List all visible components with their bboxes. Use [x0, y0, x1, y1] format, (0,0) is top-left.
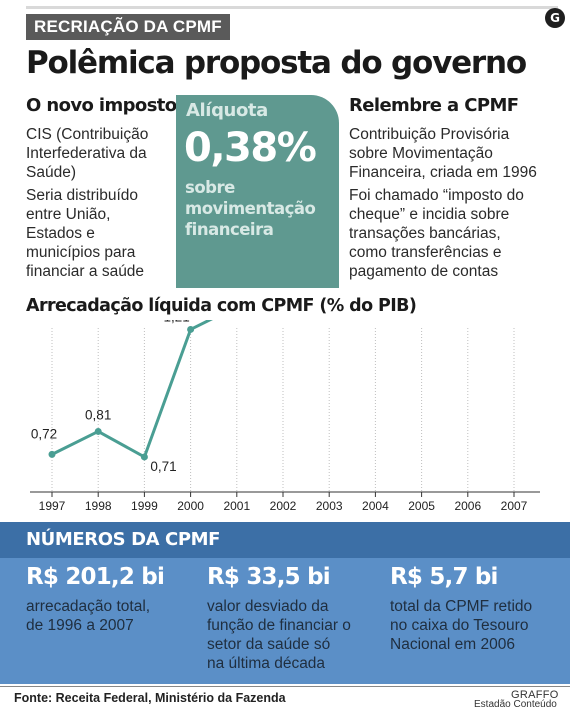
data-label: 0,72	[31, 426, 57, 441]
data-point	[94, 427, 102, 435]
rate-description: sobre movimentação financeira	[185, 177, 335, 240]
text-line: entre União,	[26, 206, 111, 223]
text-line: Seria distribuído	[26, 187, 139, 204]
series-line	[51, 320, 213, 459]
rate-box: Alíquota 0,38% sobre movimentação financ…	[176, 95, 339, 288]
rate-desc-line: financeira	[185, 220, 274, 239]
x-tick-label: 2001	[223, 499, 250, 513]
text-line: Financeira, criada em 1996	[349, 164, 537, 181]
kicker-rule	[26, 6, 558, 9]
text-line: Saúde)	[26, 164, 76, 181]
rate-desc-line: sobre	[185, 178, 235, 197]
rate-desc-line: movimentação	[185, 199, 316, 218]
stat-value: R$ 33,5 bi	[207, 564, 331, 590]
text-line: função de financiar o	[207, 617, 351, 634]
text-line: financiar a saúde	[26, 263, 145, 280]
data-point	[48, 450, 56, 458]
text-line: arrecadação total,	[26, 598, 151, 615]
chart-title: Arrecadação líquida com CPMF (% do PIB)	[26, 296, 417, 316]
data-label: 1,21	[163, 320, 189, 324]
source-note: Fonte: Receita Federal, Ministério da Fa…	[14, 691, 286, 705]
rate-value: 0,38%	[184, 125, 317, 171]
rate-label: Alíquota	[186, 100, 268, 121]
headline: Polêmica proposta do governo	[26, 45, 527, 81]
text-line: Interfederativa da	[26, 145, 147, 162]
new-tax-title: O novo imposto	[26, 95, 177, 116]
text-line: sobre Movimentação	[349, 145, 493, 162]
stat-retained: R$ 5,7 bi total da CPMF retido no caixa …	[390, 564, 565, 654]
text-line: Foi chamado “imposto do	[349, 187, 524, 204]
credit-agency: Estadão Conteúdo	[474, 699, 557, 710]
text-line: transações bancárias,	[349, 225, 501, 242]
x-tick-label: 2005	[408, 499, 435, 513]
text-line: Nacional em 2006	[390, 636, 515, 653]
data-label: 0,71	[150, 459, 176, 474]
text-line: no caixa do Tesouro	[390, 617, 529, 634]
text-line: valor desviado da	[207, 598, 329, 615]
remember-text: Contribuição Provisória sobre Movimentaç…	[349, 125, 564, 281]
stat-value: R$ 201,2 bi	[26, 564, 165, 590]
cpmf-line-chart: 1997 1998 1999 2000 2001 2002 2003 2004 2005 2006…	[30, 320, 540, 513]
new-tax-text: CIS (Contribuição Interfederativa da Saú…	[26, 125, 174, 281]
text-line: de 1996 a 2007	[26, 617, 134, 634]
x-tick-label: 1997	[39, 499, 66, 513]
text-line: municípios para	[26, 244, 136, 261]
stat-description: arrecadação total, de 1996 a 2007	[26, 597, 196, 635]
x-tick-label: 2007	[501, 499, 528, 513]
data-label: 0,81	[85, 407, 111, 422]
kicker-label: RECRIAÇÃO DA CPMF	[26, 14, 230, 40]
data-point	[187, 325, 195, 333]
x-tick-label: 2006	[454, 499, 481, 513]
text-line: total da CPMF retido	[390, 598, 533, 615]
text-line: cheque” e incidia sobre	[349, 206, 510, 223]
stats-panel: NÚMEROS DA CPMF R$ 201,2 bi arrecadação …	[0, 522, 570, 684]
text-line: setor da saúde só	[207, 636, 331, 653]
stat-description: valor desviado da função de financiar o …	[207, 597, 382, 673]
x-tick-label: 2003	[316, 499, 343, 513]
text-line: Estados e	[26, 225, 95, 242]
stat-value: R$ 5,7 bi	[390, 564, 498, 590]
data-point	[140, 453, 148, 461]
footer-rule	[0, 686, 570, 687]
credit-graffo: GRAFFO	[511, 689, 559, 701]
stats-header: NÚMEROS DA CPMF	[0, 522, 570, 558]
text-line: como transferências e	[349, 244, 502, 261]
remember-title: Relembre a CPMF	[349, 95, 519, 116]
text-line: na última década	[207, 655, 326, 672]
text-line: Contribuição Provisória	[349, 126, 510, 143]
stats-title: NÚMEROS DA CPMF	[26, 529, 221, 550]
x-tick-label: 1998	[85, 499, 112, 513]
stat-diverted: R$ 33,5 bi valor desviado da função de f…	[207, 564, 382, 673]
stat-description: total da CPMF retido no caixa do Tesouro…	[390, 597, 565, 654]
stat-total: R$ 201,2 bi arrecadação total, de 1996 a…	[26, 564, 196, 635]
x-tick-label: 2004	[362, 499, 389, 513]
brand-logo-icon: G	[545, 8, 565, 28]
text-line: pagamento de contas	[349, 263, 499, 280]
x-tick-label: 2000	[177, 499, 204, 513]
x-tick-label: 1999	[131, 499, 158, 513]
x-tick-label: 2002	[270, 499, 297, 513]
text-line: CIS (Contribuição	[26, 126, 149, 143]
